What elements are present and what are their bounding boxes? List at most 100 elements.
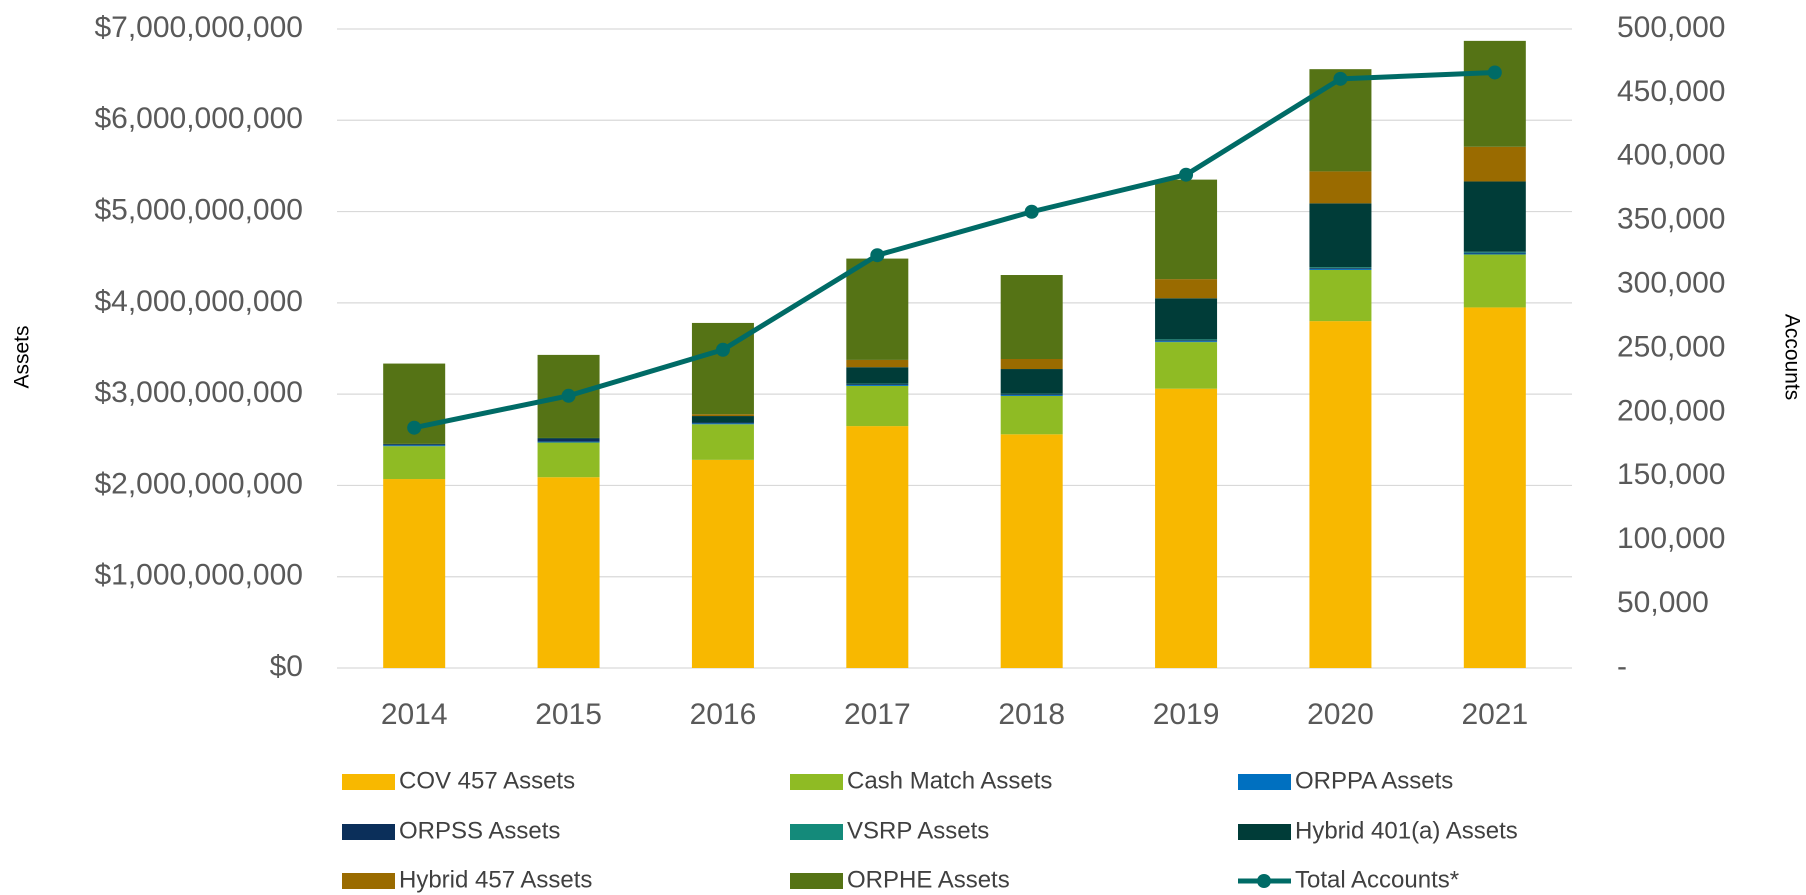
- bar-segment: [1000, 395, 1063, 396]
- bar-segment: [691, 423, 754, 425]
- bar-segment: [1155, 298, 1218, 340]
- legend-label: ORPHE Assets: [847, 866, 1010, 893]
- bar-segment: [1463, 181, 1526, 252]
- bar-segment: [1463, 40, 1526, 147]
- legend-swatch: [1238, 774, 1291, 790]
- legend-swatch: [342, 824, 395, 840]
- y-tick-label: $0: [270, 650, 303, 683]
- bar-segment: [691, 416, 754, 423]
- bar-segment: [1309, 171, 1372, 204]
- bar-segment: [537, 477, 600, 668]
- bar-segment: [1000, 358, 1063, 370]
- bar-segment: [383, 479, 446, 668]
- legend-swatch: [790, 873, 843, 889]
- legend-swatch: [790, 824, 843, 840]
- legend-label: COV 457 Assets: [399, 767, 575, 794]
- line-marker: [1024, 204, 1039, 219]
- x-tick-label: 2017: [844, 698, 911, 731]
- line-marker: [870, 248, 885, 263]
- bar-segment: [383, 445, 446, 447]
- legend-label: Cash Match Assets: [847, 767, 1052, 794]
- y2-tick-label: 450,000: [1617, 75, 1725, 108]
- bar-segment: [846, 384, 909, 386]
- legend-label: Hybrid 401(a) Assets: [1295, 817, 1518, 844]
- bar-segment: [537, 438, 600, 442]
- y2-tick-label: 250,000: [1617, 330, 1725, 363]
- bar-segment: [1309, 268, 1372, 270]
- y-axis-title: Assets: [11, 325, 34, 388]
- line-marker: [1179, 167, 1194, 182]
- y-tick-label: $1,000,000,000: [94, 559, 303, 592]
- y2-tick-label: 350,000: [1617, 203, 1725, 236]
- legend-label: VSRP Assets: [847, 817, 989, 844]
- y2-tick-label: 400,000: [1617, 139, 1725, 172]
- y2-tick-label: 500,000: [1617, 11, 1725, 44]
- y-tick-label: $5,000,000,000: [94, 193, 303, 226]
- x-tick-label: 2021: [1461, 698, 1528, 731]
- bar-segment: [1155, 179, 1218, 280]
- x-tick-label: 2016: [690, 698, 757, 731]
- bar-segment: [1309, 321, 1372, 668]
- bar-segment: [383, 446, 446, 480]
- line-marker: [715, 342, 730, 357]
- legend-label: Total Accounts*: [1295, 866, 1459, 893]
- bar-segment: [846, 367, 909, 384]
- bar-segment: [846, 385, 909, 386]
- y2-tick-label: 100,000: [1617, 522, 1725, 555]
- bar-segment: [846, 385, 909, 427]
- bar-segment: [691, 422, 754, 424]
- legend-swatch: [790, 774, 843, 790]
- bar-segment: [537, 437, 600, 439]
- x-tick-label: 2020: [1307, 698, 1374, 731]
- bar-segment: [691, 459, 754, 668]
- line-marker: [561, 388, 576, 403]
- line: [413, 69, 1495, 431]
- line-marker: [1333, 71, 1348, 86]
- bar-segment: [1155, 341, 1218, 343]
- legend-swatch: [1238, 824, 1291, 840]
- y-tick-label: $2,000,000,000: [94, 467, 303, 500]
- x-tick-label: 2015: [535, 698, 602, 731]
- legend-swatch: [1257, 874, 1271, 888]
- bar-segment: [537, 441, 600, 443]
- y2-axis-title: Accounts: [1780, 314, 1803, 400]
- line-marker: [1487, 65, 1502, 80]
- legend-swatch: [342, 774, 395, 790]
- legend-label: Hybrid 457 Assets: [399, 866, 592, 893]
- bar-segment: [1309, 267, 1372, 269]
- line-marker: [407, 420, 422, 435]
- bar-segment: [1000, 434, 1063, 668]
- bar-segment: [1463, 254, 1526, 308]
- legend-label: ORPPA Assets: [1295, 767, 1453, 794]
- bar-segment: [1463, 251, 1526, 253]
- y-tick-label: $3,000,000,000: [94, 376, 303, 409]
- bar-segment: [1463, 307, 1526, 668]
- x-tick-label: 2014: [381, 698, 448, 731]
- x-tick-label: 2018: [998, 698, 1065, 731]
- y2-tick-label: 300,000: [1617, 267, 1725, 300]
- legend-swatch: [342, 873, 395, 889]
- bar-segment: [1463, 253, 1526, 255]
- y-tick-label: $4,000,000,000: [94, 285, 303, 318]
- bar-segment: [1155, 279, 1218, 299]
- bar-segment: [1463, 146, 1526, 182]
- bar-segment: [1000, 395, 1063, 435]
- bar-segment: [846, 426, 909, 668]
- bar-segment: [1155, 339, 1218, 341]
- bar-segment: [1155, 340, 1218, 342]
- bar-segment: [1155, 342, 1218, 389]
- bar-segment: [1309, 69, 1372, 172]
- bar-segment: [846, 359, 909, 368]
- bar-segment: [1000, 394, 1063, 396]
- y2-tick-label: -: [1617, 650, 1627, 683]
- bar-segment: [1155, 388, 1218, 668]
- legend-label: ORPSS Assets: [399, 817, 560, 844]
- x-tick-label: 2019: [1153, 698, 1220, 731]
- bar-segment: [1309, 203, 1372, 268]
- bar-segment: [383, 444, 446, 446]
- y2-tick-label: 200,000: [1617, 394, 1725, 427]
- bar-segment: [691, 414, 754, 417]
- y-tick-label: $7,000,000,000: [94, 11, 303, 44]
- y-tick-label: $6,000,000,000: [94, 102, 303, 135]
- y2-tick-label: 50,000: [1617, 586, 1709, 619]
